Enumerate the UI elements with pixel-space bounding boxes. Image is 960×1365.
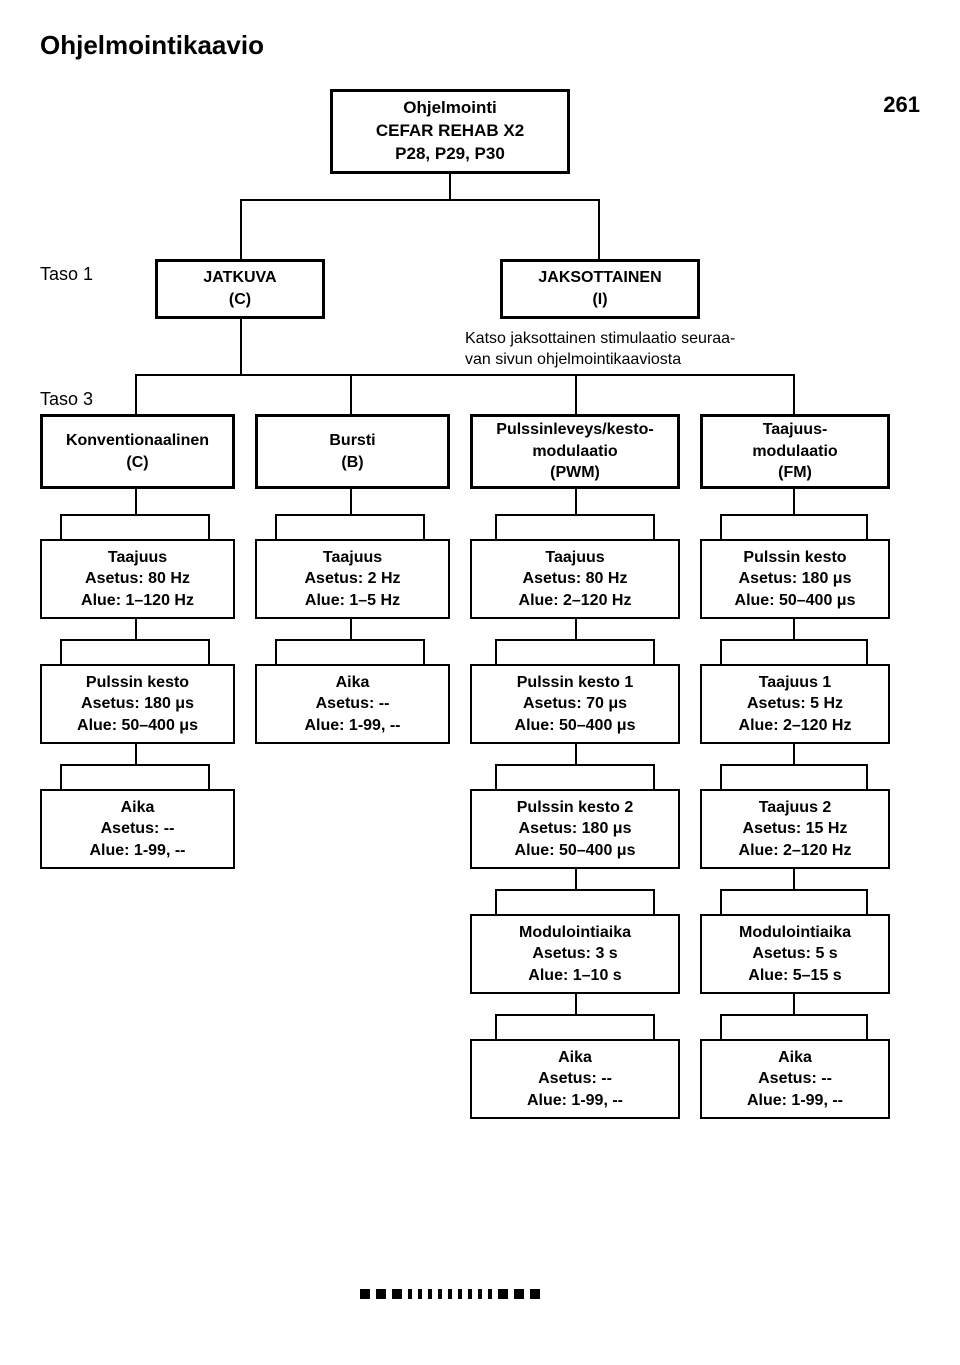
r2-c1: Pulssin kesto Asetus: 180 μs Alue: 50–40… <box>40 664 235 744</box>
r5-c3: Aika Asetus: -- Alue: 1-99, -- <box>470 1039 680 1119</box>
r5-c4: Aika Asetus: -- Alue: 1-99, -- <box>700 1039 890 1119</box>
note: Katso jaksottainen stimulaatio seuraa- v… <box>465 329 755 371</box>
taso3-label: Taso 3 <box>40 389 93 410</box>
t1-jatkuva: JATKUVA (C) <box>155 259 325 319</box>
root-l2: CEFAR REHAB X2 <box>376 120 524 143</box>
t3-c1: Konventionaalinen (C) <box>40 414 235 489</box>
r2-c4: Taajuus 1 Asetus: 5 Hz Alue: 2–120 Hz <box>700 664 890 744</box>
r1-c2: Taajuus Asetus: 2 Hz Alue: 1–5 Hz <box>255 539 450 619</box>
r1-c4: Pulssin kesto Asetus: 180 μs Alue: 50–40… <box>700 539 890 619</box>
r4-c4: Modulointiaika Asetus: 5 s Alue: 5–15 s <box>700 914 890 994</box>
t1-jaksottainen: JAKSOTTAINEN (I) <box>500 259 700 319</box>
root-l1: Ohjelmointi <box>403 97 497 120</box>
r2-c3: Pulssin kesto 1 Asetus: 70 μs Alue: 50–4… <box>470 664 680 744</box>
r3-c1: Aika Asetus: -- Alue: 1-99, -- <box>40 789 235 869</box>
taso1-label: Taso 1 <box>40 264 93 285</box>
r1-c1: Taajuus Asetus: 80 Hz Alue: 1–120 Hz <box>40 539 235 619</box>
root-box: Ohjelmointi CEFAR REHAB X2 P28, P29, P30 <box>330 89 570 174</box>
t3-c3: Pulssinleveys/kesto- modulaatio (PWM) <box>470 414 680 489</box>
root-l3: P28, P29, P30 <box>395 143 505 166</box>
footer-dots <box>360 1289 540 1299</box>
t3-c2: Bursti (B) <box>255 414 450 489</box>
r3-c3: Pulssin kesto 2 Asetus: 180 μs Alue: 50–… <box>470 789 680 869</box>
t3-c4: Taajuus- modulaatio (FM) <box>700 414 890 489</box>
page-title: Ohjelmointikaavio <box>40 30 920 61</box>
r4-c3: Modulointiaika Asetus: 3 s Alue: 1–10 s <box>470 914 680 994</box>
r1-c3: Taajuus Asetus: 80 Hz Alue: 2–120 Hz <box>470 539 680 619</box>
flowchart: Ohjelmointi CEFAR REHAB X2 P28, P29, P30… <box>40 89 920 1319</box>
r3-c4: Taajuus 2 Asetus: 15 Hz Alue: 2–120 Hz <box>700 789 890 869</box>
r2-c2: Aika Asetus: -- Alue: 1-99, -- <box>255 664 450 744</box>
